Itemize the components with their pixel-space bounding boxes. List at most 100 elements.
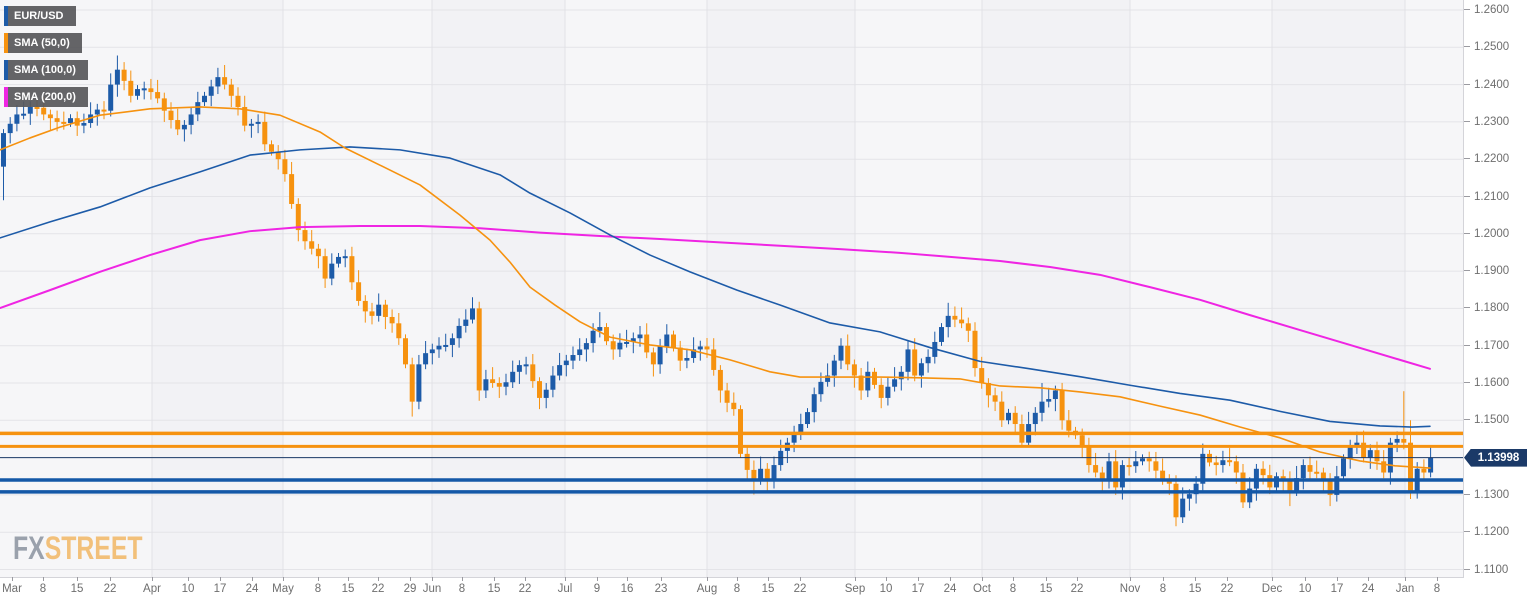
candle[interactable] — [208, 86, 214, 96]
candle[interactable] — [925, 356, 931, 364]
candle[interactable] — [161, 98, 167, 111]
candle[interactable] — [798, 424, 804, 434]
candle[interactable] — [952, 315, 958, 320]
candle[interactable] — [885, 386, 891, 398]
candle[interactable] — [1099, 472, 1105, 480]
candle[interactable] — [1180, 498, 1186, 518]
candle[interactable] — [68, 118, 73, 124]
candle[interactable] — [858, 375, 864, 391]
candle[interactable] — [1059, 390, 1065, 421]
candle[interactable] — [1227, 460, 1233, 463]
candle[interactable] — [644, 334, 650, 353]
candle[interactable] — [188, 114, 194, 125]
candle[interactable] — [985, 383, 991, 396]
candle[interactable] — [148, 88, 154, 93]
candle[interactable] — [1126, 465, 1132, 468]
candle[interactable] — [302, 230, 308, 242]
candle[interactable] — [349, 256, 355, 283]
candle[interactable] — [1166, 479, 1172, 484]
candle[interactable] — [1106, 461, 1112, 480]
candle[interactable] — [1140, 458, 1145, 462]
candle[interactable] — [114, 69, 120, 85]
candle[interactable] — [181, 124, 187, 130]
candle[interactable] — [175, 120, 181, 130]
candle[interactable] — [342, 256, 348, 259]
candle[interactable] — [108, 84, 114, 111]
candle[interactable] — [1320, 472, 1326, 481]
candle[interactable] — [282, 159, 288, 175]
candle[interactable] — [898, 371, 904, 380]
candle[interactable] — [1046, 399, 1052, 402]
candle[interactable] — [630, 338, 636, 342]
candle[interactable] — [1367, 450, 1373, 458]
candle[interactable] — [1006, 412, 1011, 421]
candle[interactable] — [7, 123, 13, 134]
legend-item-sma-50-0-[interactable]: SMA (50,0) — [4, 33, 82, 53]
candle[interactable] — [818, 381, 824, 395]
candle[interactable] — [1260, 468, 1266, 476]
candle[interactable] — [503, 382, 509, 387]
candle[interactable] — [811, 394, 817, 413]
candle[interactable] — [704, 346, 710, 350]
candle[interactable] — [751, 469, 757, 480]
candle[interactable] — [1274, 476, 1279, 488]
candle[interactable] — [805, 412, 810, 425]
candle[interactable] — [1314, 471, 1320, 474]
candle[interactable] — [1354, 442, 1360, 447]
candle[interactable] — [1066, 420, 1072, 431]
candle[interactable] — [617, 342, 623, 350]
candle[interactable] — [918, 363, 924, 376]
candle[interactable] — [959, 319, 965, 324]
candle[interactable] — [329, 263, 335, 279]
candle[interactable] — [878, 384, 884, 398]
candle[interactable] — [94, 109, 100, 115]
candle[interactable] — [771, 465, 777, 480]
candle[interactable] — [34, 106, 40, 109]
candle[interactable] — [1240, 472, 1246, 503]
candle[interactable] — [510, 371, 516, 383]
candle[interactable] — [1361, 442, 1367, 458]
candle[interactable] — [650, 352, 656, 365]
candle[interactable] — [1213, 462, 1219, 466]
candle[interactable] — [1428, 457, 1434, 473]
candle[interactable] — [403, 338, 408, 365]
candle[interactable] — [275, 151, 281, 160]
candle[interactable] — [563, 360, 569, 366]
candle[interactable] — [248, 123, 254, 126]
candle[interactable] — [315, 248, 321, 257]
candle[interactable] — [1093, 465, 1099, 473]
candle[interactable] — [570, 355, 576, 361]
candle[interactable] — [831, 360, 837, 376]
candle[interactable] — [664, 334, 670, 347]
candle[interactable] — [269, 144, 274, 152]
candle[interactable] — [738, 409, 743, 454]
candle[interactable] — [449, 338, 455, 345]
legend-item-eur-usd[interactable]: EUR/USD — [4, 6, 76, 26]
candle[interactable] — [872, 371, 877, 385]
candle[interactable] — [289, 174, 295, 204]
candle[interactable] — [717, 369, 723, 391]
candle[interactable] — [1032, 412, 1038, 425]
candle[interactable] — [577, 349, 583, 356]
candle[interactable] — [530, 364, 536, 382]
candle[interactable] — [376, 304, 382, 316]
candle[interactable] — [939, 327, 944, 342]
candle[interactable] — [1173, 483, 1179, 518]
candle[interactable] — [242, 106, 248, 126]
candle[interactable] — [168, 110, 174, 121]
candle[interactable] — [791, 433, 797, 443]
candle[interactable] — [195, 102, 201, 115]
candle[interactable] — [550, 375, 556, 390]
candle[interactable] — [523, 364, 529, 367]
candle[interactable] — [409, 364, 415, 402]
candle[interactable] — [1133, 461, 1139, 467]
candle[interactable] — [758, 468, 764, 480]
candle[interactable] — [1200, 453, 1206, 484]
candle[interactable] — [476, 308, 482, 391]
candle[interactable] — [999, 401, 1005, 421]
candle[interactable] — [47, 114, 53, 119]
candle[interactable] — [624, 341, 630, 344]
candle[interactable] — [590, 330, 596, 344]
candle[interactable] — [965, 323, 971, 331]
candle[interactable] — [1327, 480, 1333, 495]
